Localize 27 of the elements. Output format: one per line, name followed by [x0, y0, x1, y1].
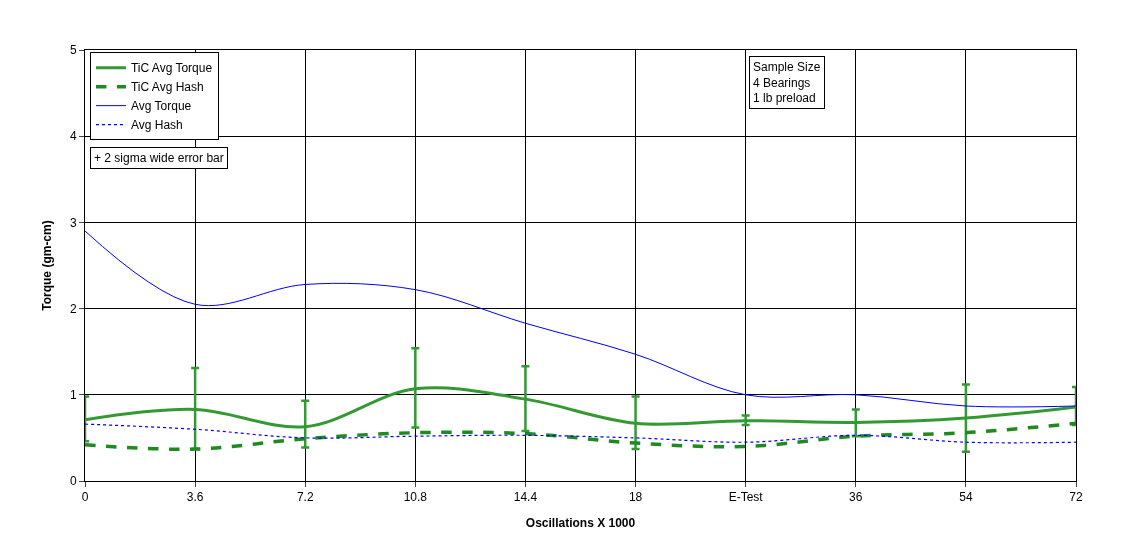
y-tick-label: 5	[69, 43, 77, 58]
x-tick-label: 10.8	[403, 490, 428, 505]
line-series	[85, 423, 1076, 444]
legend-label: TiC Avg Torque	[130, 61, 213, 76]
legend-label: Avg Hash	[130, 118, 183, 133]
annotation: + 2 sigma wide error bar	[94, 151, 224, 165]
legend-label: TiC Avg Hash	[130, 80, 204, 95]
x-tick-label: 7.2	[296, 490, 314, 505]
y-tick-label: 0	[69, 474, 77, 489]
x-axis-title: Oscillations X 1000	[525, 516, 636, 531]
x-tick-label: 18	[628, 490, 643, 505]
annotation: Sample Size 4 Bearings 1 lb preload	[753, 60, 821, 106]
x-tick-label: 14.4	[513, 490, 538, 505]
x-tick-label: 72	[1069, 490, 1083, 505]
legend-label: Avg Torque	[130, 99, 192, 114]
x-tick-label: 0	[81, 490, 89, 505]
y-tick-label: 3	[69, 215, 77, 230]
y-tick-label: 4	[69, 129, 77, 144]
line-series	[85, 230, 1076, 408]
y-tick-label: 2	[69, 301, 77, 316]
x-tick-label: 36	[849, 490, 863, 505]
x-tick-label: E-Test	[728, 490, 764, 505]
x-tick-label: 3.6	[186, 490, 204, 505]
y-tick-label: 1	[69, 388, 77, 402]
x-tick-label: 54	[959, 490, 973, 505]
y-axis-title: Torque (gm-cm)	[40, 220, 55, 311]
line-series	[85, 421, 1076, 451]
